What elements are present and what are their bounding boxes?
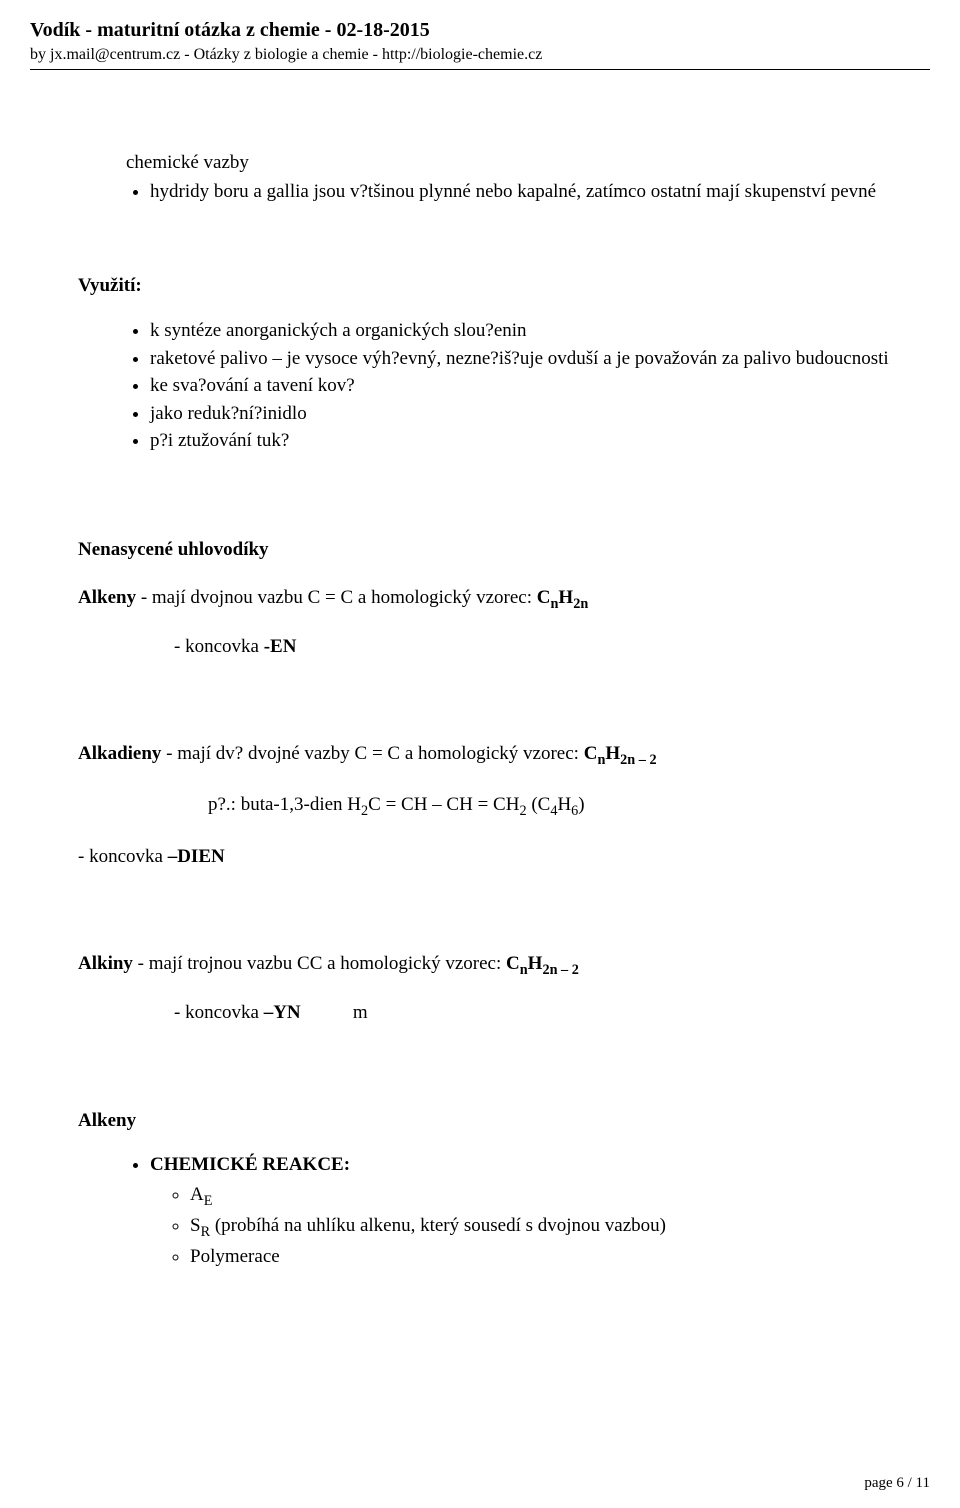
bullets-chemicke-vazby: hydridy boru a gallia jsou v?tšinou plyn…: [78, 178, 890, 206]
koncovka-yn: - koncovka –YN m: [78, 1000, 890, 1026]
block-chemicke-vazby: chemické vazby: [78, 150, 890, 176]
list-item: ke sva?ování a tavení kov?: [150, 372, 890, 400]
koncovka-en-bold: -EN: [264, 636, 297, 657]
list-item-sr: SR (probíhá na uhlíku alkenu, který sous…: [190, 1212, 890, 1243]
reakce-heading-text: CHEMICKÉ REAKCE:: [150, 1154, 350, 1175]
list-item: hydridy boru a gallia jsou v?tšinou plyn…: [150, 178, 890, 206]
sr-sub: R: [201, 1224, 211, 1240]
ae-sub: E: [204, 1193, 213, 1209]
alkeny-formula: CnH2n: [537, 587, 589, 608]
reakce-heading: CHEMICKÉ REAKCE:: [150, 1151, 890, 1179]
list-item-polymerace: Polymerace: [190, 1243, 890, 1271]
alkiny-lead: Alkiny: [78, 953, 133, 974]
alkadieny-close: ): [578, 794, 584, 815]
koncovka-yn-bold: –YN: [264, 1002, 301, 1023]
alkadieny-mid2: (C: [527, 794, 551, 815]
alkadieny-mid1: C = CH – CH = CH: [368, 794, 519, 815]
ae-pre: A: [190, 1184, 204, 1205]
alkeny-text: - mají dvojnou vazbu C = C a homologický…: [136, 587, 537, 608]
alkadieny-text: - mají dv? dvojné vazby C = C a homologi…: [161, 743, 583, 764]
list-item: raketové palivo – je vysoce výh?evný, ne…: [150, 345, 890, 373]
koncovka-en-pre: - koncovka: [174, 636, 264, 657]
list-item: k syntéze anorganických a organických sl…: [150, 317, 890, 345]
page-root: Vodík - maturitní otázka z chemie - 02-1…: [0, 0, 960, 1508]
alkadieny-mid3: H: [557, 794, 571, 815]
document-content: chemické vazby hydridy boru a gallia jso…: [30, 70, 930, 1271]
alkiny-formula: CnH2n – 2: [506, 953, 579, 974]
koncovka-yn-pre: - koncovka: [174, 1002, 264, 1023]
sr-rest: (probíhá na uhlíku alkenu, který sousedí…: [210, 1215, 666, 1236]
para-alkiny: Alkiny - mají trojnou vazbu CC a homolog…: [78, 951, 890, 980]
alkeny-lead: Alkeny: [78, 587, 136, 608]
koncovka-en: - koncovka -EN: [78, 634, 890, 660]
header-subtitle: by jx.mail@centrum.cz - Otázky z biologi…: [30, 45, 930, 65]
alkadieny-formula: CnH2n – 2: [584, 743, 657, 764]
alkiny-text: - mají trojnou vazbu CC a homologický vz…: [133, 953, 506, 974]
para-alkadieny: Alkadieny - mají dv? dvojné vazby C = C …: [78, 741, 890, 770]
para-alkeny: Alkeny - mají dvojnou vazbu C = C a homo…: [78, 585, 890, 614]
header-title: Vodík - maturitní otázka z chemie - 02-1…: [30, 18, 930, 43]
list-item: jako reduk?ní?inidlo: [150, 400, 890, 428]
heading-vyuziti: Využití:: [78, 273, 890, 299]
alkadieny-example: p?.: buta-1,3-dien H2C = CH – CH = CH2 (…: [78, 792, 890, 821]
alkadieny-lead: Alkadieny: [78, 743, 161, 764]
koncovka-dien-pre: - koncovka: [78, 846, 168, 867]
alkadieny-pre: p?.: buta-1,3-dien H: [208, 794, 361, 815]
page-footer: page 6 / 11: [864, 1475, 930, 1492]
sr-pre: S: [190, 1215, 201, 1236]
text-chemicke-vazby: chemické vazby: [126, 152, 249, 173]
bullets-reakce: CHEMICKÉ REAKCE:: [78, 1151, 890, 1179]
list-item-ae: AE: [190, 1181, 890, 1212]
koncovka-dien-bold: –DIEN: [168, 846, 225, 867]
bullets-vyuziti: k syntéze anorganických a organických sl…: [78, 317, 890, 455]
bullets-reakce-sub: AE SR (probíhá na uhlíku alkenu, který s…: [78, 1181, 890, 1271]
koncovka-yn-suffix: m: [301, 1002, 368, 1023]
koncovka-dien: - koncovka –DIEN: [78, 844, 890, 870]
page-header: Vodík - maturitní otázka z chemie - 02-1…: [30, 18, 930, 70]
heading-nenasycene: Nenasycené uhlovodíky: [78, 537, 890, 563]
heading-alkeny2: Alkeny: [78, 1108, 890, 1134]
list-item: p?i ztužování tuk?: [150, 427, 890, 455]
